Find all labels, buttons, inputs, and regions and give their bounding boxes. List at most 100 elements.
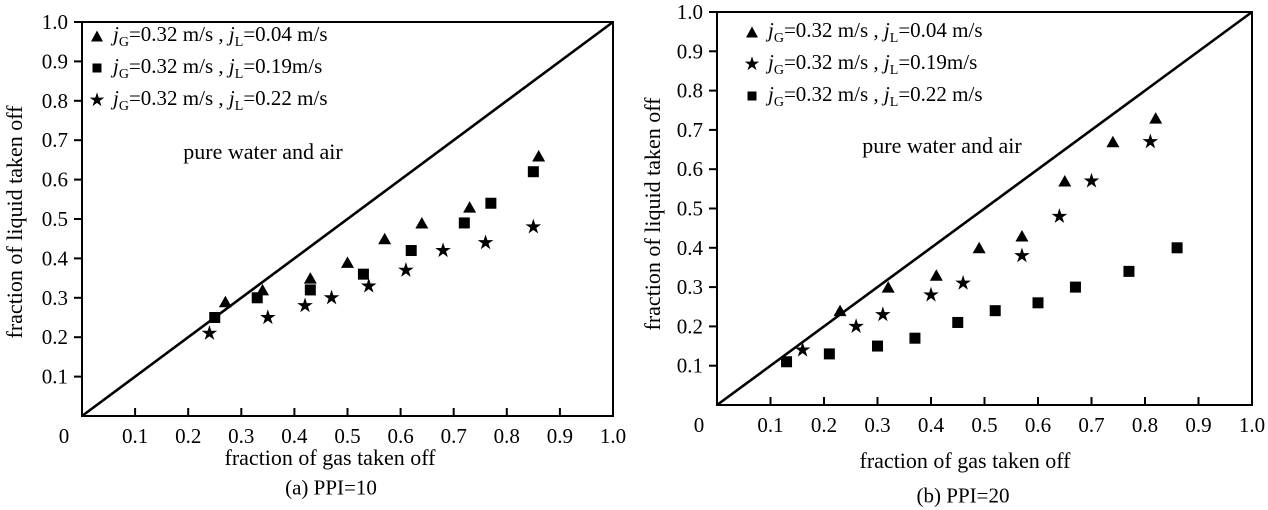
data-point-star	[955, 274, 971, 290]
x-tick-label: 1.0	[1239, 413, 1265, 437]
subplot-caption-a: (a) PPI=10	[285, 475, 377, 500]
data-point-triangle	[1149, 112, 1163, 124]
y-tick-label: 0.7	[42, 128, 68, 152]
legend-marker-triangle-icon	[91, 30, 103, 42]
data-point-square	[357, 268, 369, 280]
x-tick-label: 0	[694, 413, 705, 437]
x-tick-label: 0	[59, 424, 70, 448]
legend-label: jG=0.32 m/s , jL=0.04 m/s	[113, 21, 328, 50]
data-point-triangle	[1058, 174, 1072, 187]
y-tick-label: 0.6	[42, 168, 68, 192]
y-tick-label: 0.1	[42, 365, 68, 389]
legend-row: jG=0.32 m/s , jL=0.04 m/s	[87, 21, 328, 50]
data-point-triangle	[218, 295, 232, 308]
y-axis-title-a: fraction of liquid taken off	[2, 105, 27, 339]
y-tick-label: 1.0	[42, 10, 68, 34]
identity-line	[81, 20, 614, 418]
data-point-square	[823, 348, 835, 360]
data-point-star	[201, 325, 218, 340]
x-tick-label: 0.8	[1132, 413, 1158, 437]
legend-label: jG=0.32 m/s , jL=0.22 m/s	[768, 81, 983, 110]
legend-marker-star-icon	[89, 92, 105, 107]
legend-row: jG=0.32 m/s , jL=0.19m/s	[742, 49, 978, 78]
data-point-square	[952, 316, 964, 328]
y-tick-label: 0.6	[677, 157, 703, 181]
data-point-star	[923, 286, 939, 302]
subplot-caption-b: (b) PPI=20	[916, 483, 1010, 508]
data-point-triangle	[532, 149, 546, 162]
x-tick-label: 0.3	[228, 424, 254, 448]
data-point-square	[527, 166, 539, 178]
data-point-star	[848, 318, 864, 334]
x-tick-label: 0.9	[1185, 413, 1211, 437]
x-tick-label: 1.0	[600, 424, 626, 448]
annotation-b: pure water and air	[862, 133, 1022, 158]
data-point-square	[909, 332, 921, 344]
legend-label: jG=0.32 m/s , jL=0.22 m/s	[113, 85, 328, 114]
y-tick-label: 0.9	[677, 39, 703, 63]
data-point-triangle	[341, 256, 354, 268]
x-axis-title-a: fraction of gas taken off	[224, 445, 436, 470]
data-point-star	[1142, 133, 1159, 149]
y-tick-label: 0.3	[42, 286, 68, 310]
data-point-square	[209, 312, 221, 323]
x-tick-label: 0.5	[971, 413, 997, 437]
y-tick-label: 0.2	[42, 325, 68, 349]
legend-row: jG=0.32 m/s , jL=0.19m/s	[87, 53, 323, 82]
x-tick-label: 0.6	[387, 424, 413, 448]
legend-row: jG=0.32 m/s , jL=0.22 m/s	[87, 85, 328, 114]
x-tick-label: 0.4	[918, 413, 945, 437]
data-point-square	[989, 305, 1001, 317]
data-point-triangle	[929, 269, 943, 281]
legend-label: jG=0.32 m/s , jL=0.19m/s	[113, 53, 323, 82]
y-tick-label: 1.0	[677, 0, 703, 24]
data-point-square	[485, 197, 497, 209]
x-tick-label: 0.1	[757, 413, 783, 437]
data-point-square	[1171, 242, 1183, 254]
legend-label: jG=0.32 m/s , jL=0.19m/s	[768, 49, 978, 78]
data-point-square	[458, 217, 470, 229]
data-point-star	[477, 234, 494, 250]
x-tick-label: 0.1	[122, 424, 148, 448]
data-point-square	[1069, 281, 1081, 293]
data-point-star	[360, 277, 377, 293]
x-tick-label: 0.9	[547, 424, 573, 448]
y-tick-label: 0.9	[42, 49, 68, 73]
data-point-triangle	[972, 241, 986, 254]
y-tick-label: 0.8	[677, 79, 703, 103]
x-tick-label: 0.8	[494, 424, 520, 448]
x-tick-label: 0.6	[1025, 413, 1051, 437]
legend-marker-triangle-icon	[746, 26, 758, 38]
data-point-star	[297, 297, 313, 313]
data-point-star	[260, 309, 276, 325]
y-tick-label: 0.1	[677, 354, 703, 378]
data-point-square	[405, 245, 417, 257]
annotation-a: pure water and air	[183, 139, 343, 164]
y-tick-label: 0.7	[677, 118, 703, 142]
y-tick-label: 0.8	[42, 89, 68, 113]
y-tick-label: 0.2	[677, 314, 703, 338]
x-tick-label: 0.2	[175, 424, 201, 448]
data-point-triangle	[1015, 230, 1029, 242]
y-tick-label: 0.5	[42, 207, 68, 231]
data-point-star	[875, 306, 891, 322]
data-point-star	[794, 341, 811, 357]
y-tick-label: 0.4	[677, 236, 704, 260]
y-tick-label: 0.3	[677, 275, 703, 299]
data-point-triangle	[881, 281, 895, 293]
data-point-triangle	[303, 272, 317, 284]
legend-marker-square-icon	[92, 63, 102, 73]
data-point-star	[1014, 247, 1030, 263]
data-point-star	[323, 289, 340, 305]
data-point-square	[304, 284, 316, 296]
x-tick-label: 0.5	[334, 424, 360, 448]
legend-marker-square-icon	[747, 91, 757, 101]
legend-label: jG=0.32 m/s , jL=0.04 m/s	[768, 17, 983, 46]
data-point-triangle	[463, 201, 477, 213]
legend-row: jG=0.32 m/s , jL=0.04 m/s	[742, 17, 983, 46]
data-point-square	[1123, 265, 1135, 277]
data-point-star	[398, 262, 414, 277]
data-point-star	[525, 218, 542, 234]
